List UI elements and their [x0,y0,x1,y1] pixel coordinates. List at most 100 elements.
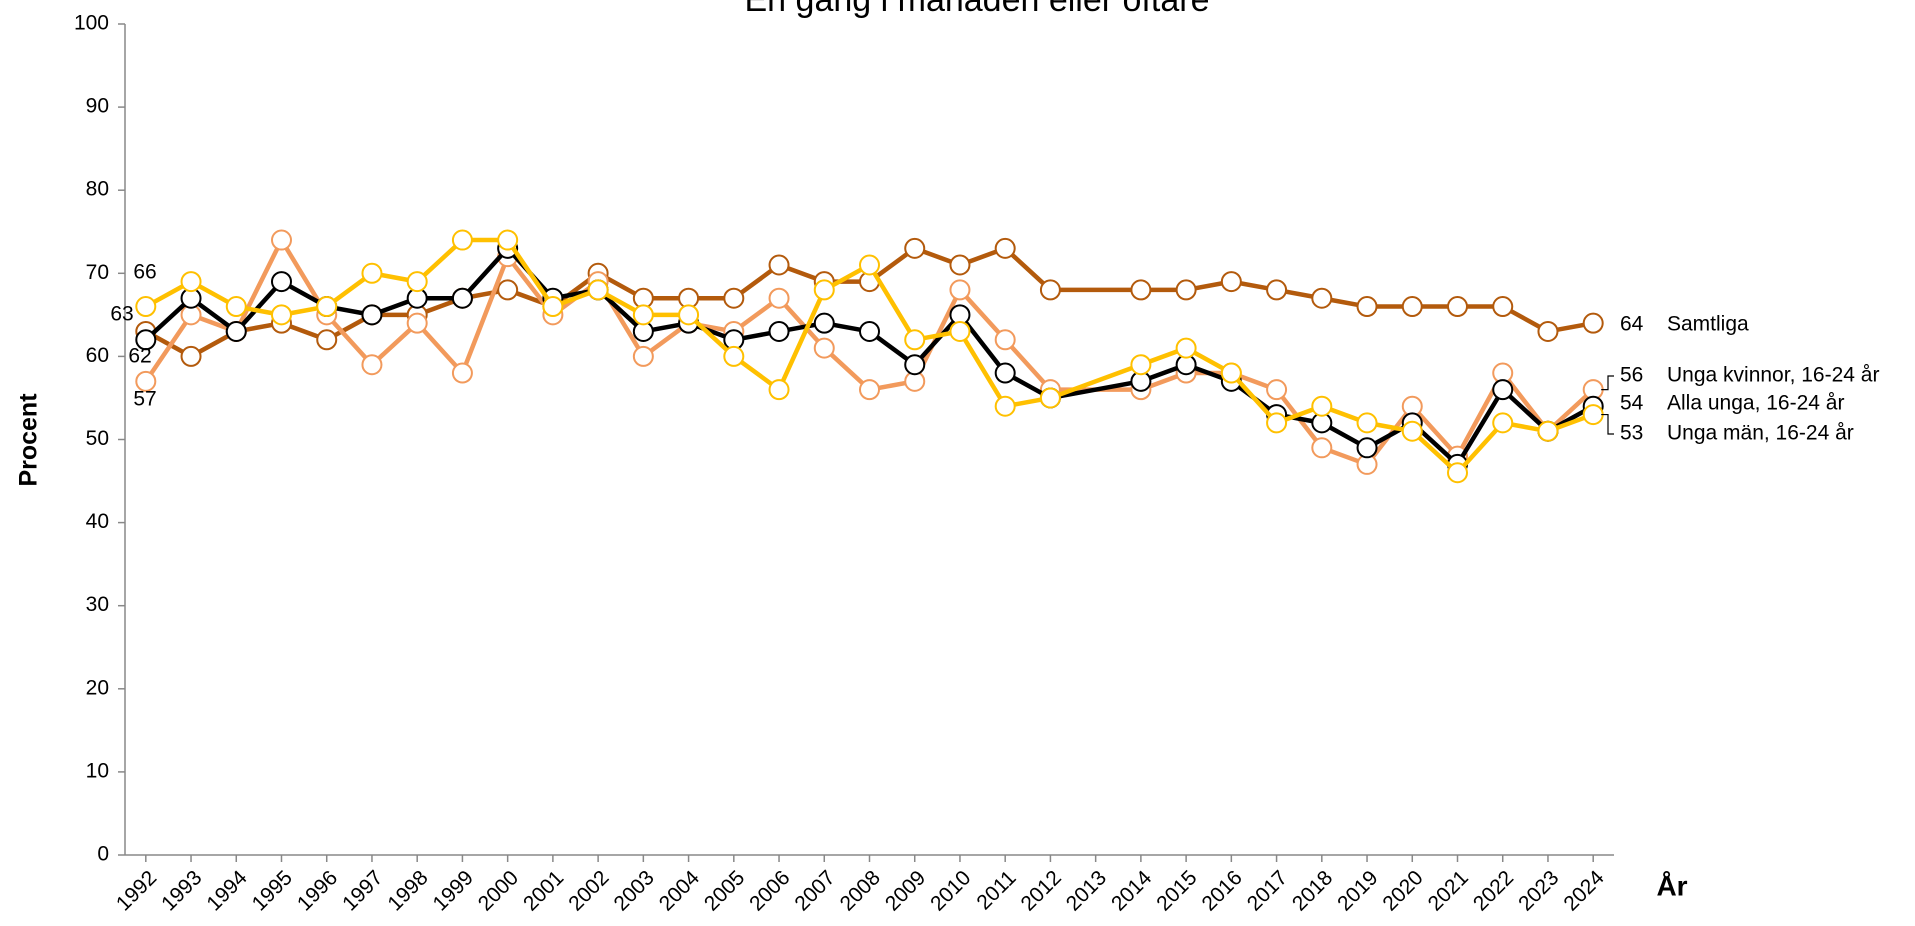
point [723,345,745,367]
x-tick-label: 2000 [474,866,523,915]
point [768,287,790,309]
end-label: 54 [1620,392,1644,415]
x-tick-label: 2022 [1469,866,1518,915]
x-tick-label: 2020 [1378,866,1427,915]
point [994,329,1016,351]
point [1311,437,1333,459]
y-tick-label: 20 [86,676,109,699]
point [1356,296,1378,318]
x-tick-label: 2007 [790,866,839,915]
x-tick-label: 2003 [610,866,659,915]
point [1220,362,1242,384]
start-label: 62 [128,345,151,368]
y-tick-label: 0 [97,843,109,866]
point [1492,412,1514,434]
point [859,379,880,401]
x-tick-label: 2011 [972,866,1020,914]
point [1582,312,1604,334]
x-tick-label: 2012 [1017,866,1066,915]
x-tick-label: 2010 [926,866,975,915]
point [859,320,880,342]
point [1130,279,1152,301]
point [1447,462,1469,484]
point [1582,404,1604,426]
point [949,254,971,276]
point [813,337,835,359]
x-tick-label: 1997 [338,866,387,915]
point [1537,320,1559,342]
point [632,345,654,367]
point [813,279,835,301]
x-tick-label: 2016 [1198,866,1247,915]
y-tick-label: 90 [86,95,109,118]
point [994,395,1016,417]
x-axis-label: År [1656,870,1687,901]
point [1175,279,1197,301]
point [994,237,1016,259]
point [904,237,926,259]
x-tick-label: 2009 [881,866,930,915]
legend-label: Samtliga [1667,313,1749,336]
point [497,229,519,251]
point [1356,412,1378,434]
x-tick-label: 1996 [293,866,342,915]
point [1266,412,1288,434]
point [904,329,926,351]
x-tick-label: 2001 [519,866,568,915]
point [859,254,880,276]
point [270,271,292,293]
point [135,370,157,392]
point [768,254,790,276]
point [1401,420,1423,442]
y-tick-label: 30 [86,593,109,616]
y-tick-label: 40 [86,510,109,533]
legend-label: Alla unga, 16-24 år [1667,392,1844,415]
x-tick-label: 1994 [202,866,252,916]
point [1492,379,1514,401]
point [451,229,473,251]
y-tick-label: 80 [86,178,109,201]
y-tick-label: 50 [86,427,109,450]
point [632,304,654,326]
point [225,320,247,342]
point [904,354,926,376]
point [361,262,383,284]
x-tick-label: 2019 [1333,866,1382,915]
x-tick-label: 1995 [248,866,297,915]
point [949,320,971,342]
point [1447,296,1469,318]
point [135,329,157,351]
point [451,287,473,309]
point [1130,354,1152,376]
end-label: 53 [1620,422,1643,445]
point [1039,387,1061,409]
x-tick-label: 2004 [655,866,705,916]
point [1266,379,1288,401]
point [1220,271,1242,293]
point [361,304,383,326]
point [949,279,971,301]
end-label: 64 [1620,313,1644,336]
point [225,296,247,318]
point [587,279,609,301]
point [994,362,1016,384]
point [1311,395,1333,417]
point [1311,287,1333,309]
x-tick-label: 2013 [1062,866,1111,915]
leader-line [1601,375,1614,391]
x-tick-label: 2015 [1152,866,1201,915]
x-tick-label: 1999 [429,866,478,915]
y-tick-label: 10 [86,759,109,782]
x-tick-label: 1998 [383,866,432,915]
legend-label: Unga män, 16-24 år [1667,422,1854,445]
x-tick-label: 2014 [1107,866,1157,916]
legend-label: Unga kvinnor, 16-24 år [1667,364,1879,387]
point [813,312,835,334]
point [180,345,202,367]
point [406,312,428,334]
point [316,329,338,351]
start-label: 63 [110,303,133,326]
chart-title: En gång i månaden eller oftare [745,0,1210,19]
y-axis-label: Procent [15,393,43,487]
